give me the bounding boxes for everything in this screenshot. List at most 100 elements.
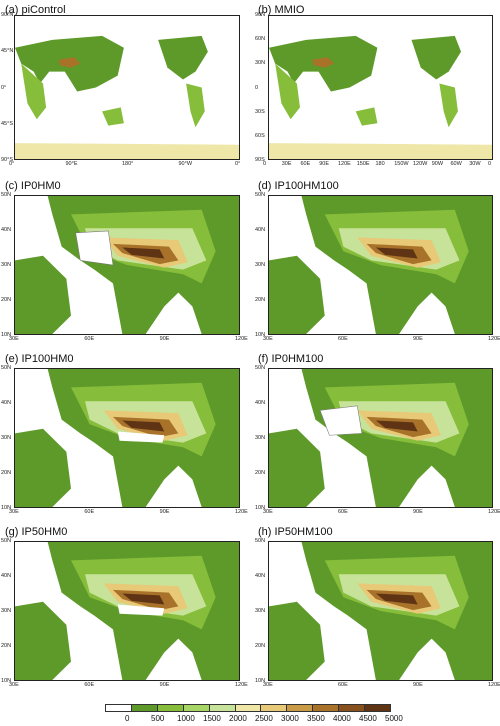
map-panel-d (268, 195, 493, 335)
lon-tick-label: 120E (235, 336, 248, 342)
colorbar-swatch (157, 705, 184, 711)
lat-tick-label: 30N (1, 435, 12, 441)
lat-tick-label: 30N (1, 608, 12, 614)
colorbar-label: 3500 (307, 714, 325, 723)
lat-tick-label: 20N (1, 470, 12, 476)
lon-tick-label: 120W (413, 161, 428, 167)
lat-tick-label: 30N (1, 262, 12, 268)
lon-tick-label: 120E (488, 336, 500, 342)
lat-tick-label: 90°N (1, 12, 14, 18)
lat-tick-label: 10N (255, 505, 266, 511)
lat-tick-label: 0 (255, 84, 259, 91)
lat-tick-label: 40N (1, 400, 12, 406)
lat-tick-label: 30N (255, 262, 266, 268)
colorbar-label: 5000 (385, 714, 403, 723)
colorbar-label: 4000 (333, 714, 351, 723)
lat-tick-label: 30N (255, 435, 266, 441)
panel-title-e: (e) IP100HM0 (5, 353, 74, 365)
lat-tick-label: 20N (1, 297, 12, 303)
colorbar-swatch (339, 705, 366, 711)
lon-tick-label: 150W (394, 161, 409, 167)
colorbar-swatch (235, 705, 262, 711)
lon-tick-label: 60E (84, 509, 95, 515)
lat-tick-label: 45°N (1, 48, 14, 55)
colorbar-label: 2000 (229, 714, 247, 723)
panel-title-a: (a) piControl (5, 4, 66, 16)
lon-tick-label: 180 (375, 161, 385, 167)
lon-tick-label: 90E (159, 509, 170, 515)
panel-title-b: (b) MMIO (258, 4, 305, 16)
colorbar-label: 500 (151, 714, 165, 723)
lon-tick-label: 120E (235, 682, 248, 688)
lat-tick-label: 20N (255, 643, 266, 649)
lat-tick-label: 30N (255, 608, 266, 614)
panel-title-c: (c) IP0HM0 (5, 180, 61, 192)
colorbar-swatch (365, 705, 390, 711)
lon-tick-label: 30E (281, 161, 292, 167)
lon-tick-label: 60E (338, 509, 348, 515)
lon-tick-label: 90°E (65, 161, 78, 167)
lat-tick-label: 40N (255, 400, 266, 406)
lat-tick-label: 90S (255, 157, 265, 163)
colorbar-label: 1500 (203, 714, 221, 723)
map-panel-f (268, 368, 493, 508)
lon-tick-label: 120E (488, 682, 500, 688)
colorbar (105, 704, 391, 712)
lon-tick-label: 30E (9, 336, 19, 342)
colorbar-label: 0 (125, 714, 130, 723)
lat-tick-label: 30N (255, 60, 266, 67)
panel-title-h: (h) IP50HM100 (258, 526, 333, 538)
lon-tick-label: 90E (319, 161, 330, 167)
colorbar-swatch (261, 705, 288, 711)
lon-tick-label: 60E (338, 682, 348, 688)
lon-tick-label: 0 (488, 161, 492, 167)
lon-tick-label: 60E (338, 336, 348, 342)
lat-tick-label: 20N (1, 643, 12, 649)
lat-tick-label: 50N (255, 365, 266, 371)
lon-tick-label: 60W (450, 161, 462, 167)
lon-tick-label: 90E (413, 682, 423, 688)
lat-tick-label: 60S (255, 132, 265, 139)
lon-tick-label: 90°W (178, 161, 193, 167)
lat-tick-label: 10N (1, 505, 12, 511)
map-panel-h (268, 541, 493, 681)
lat-tick-label: 40N (255, 227, 266, 233)
map-panel-g (14, 541, 240, 681)
lat-tick-label: 50N (1, 192, 12, 198)
map-panel-b (268, 15, 493, 160)
lat-tick-label: 30S (255, 108, 265, 115)
lon-tick-label: 0 (263, 161, 267, 167)
lat-tick-label: 50N (1, 365, 12, 371)
lon-tick-label: 30E (9, 682, 19, 688)
lat-tick-label: 60N (255, 36, 266, 43)
panel-title-f: (f) IP0HM100 (258, 353, 324, 365)
lon-tick-label: 90W (431, 161, 444, 167)
colorbar-label: 4500 (359, 714, 377, 723)
lat-tick-label: 0° (1, 84, 7, 91)
colorbar-label: 2500 (255, 714, 273, 723)
colorbar-label: 3000 (281, 714, 299, 723)
lat-tick-label: 45°S (1, 120, 13, 127)
lat-tick-label: 40N (1, 573, 12, 579)
colorbar-swatch (209, 705, 236, 711)
lat-tick-label: 40N (1, 227, 12, 233)
colorbar-swatch (183, 705, 210, 711)
lat-tick-label: 20N (255, 470, 266, 476)
lon-tick-label: 30W (469, 161, 481, 167)
lon-tick-label: 30E (263, 682, 273, 688)
lon-tick-label: 0° (235, 161, 241, 167)
lat-tick-label: 10N (255, 332, 266, 338)
lon-tick-label: 30E (263, 509, 273, 515)
lon-tick-label: 30E (263, 336, 273, 342)
lon-tick-label: 90E (159, 682, 170, 688)
colorbar-swatch (131, 705, 158, 711)
lon-tick-label: 150E (356, 161, 370, 167)
colorbar-swatch (287, 705, 314, 711)
map-panel-a (14, 15, 240, 160)
lon-tick-label: 0° (9, 161, 15, 167)
lat-tick-label: 20N (255, 297, 266, 303)
lat-tick-label: 90°S (1, 157, 13, 163)
colorbar-label: 1000 (177, 714, 195, 723)
lon-tick-label: 90E (413, 509, 423, 515)
lon-tick-label: 90E (413, 336, 423, 342)
